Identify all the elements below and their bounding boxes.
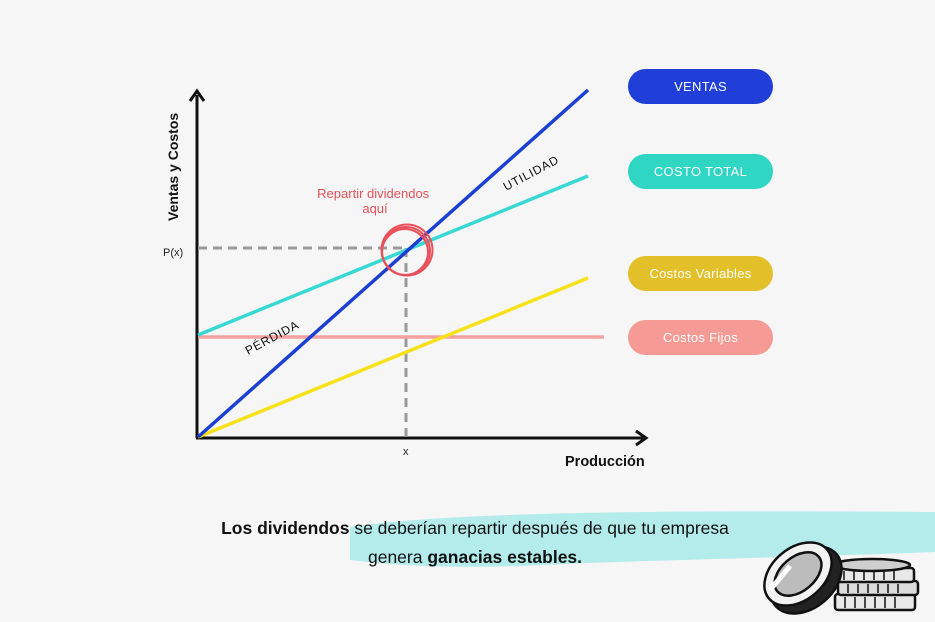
caption-middle: se deberían repartir después de que tu e… (349, 518, 729, 567)
x-axis-arrow-icon (635, 429, 649, 447)
legend-costos-variables: Costos Variables (628, 256, 773, 291)
costos-variables-line (197, 276, 589, 439)
caption-bold-ganancias: ganacias estables. (427, 547, 583, 567)
costo-total-line (197, 174, 589, 337)
p-tick-label: P(x) (163, 247, 183, 259)
y-axis-label: Ventas y Costos (165, 113, 181, 221)
y-axis-arrow-icon (188, 88, 206, 102)
x-axis-label: Producción (565, 454, 645, 470)
legend-ventas: VENTAS (628, 69, 773, 104)
caption-bold-dividendos: Los dividendos (221, 518, 350, 538)
coins-icon (763, 541, 920, 615)
legend-costo-total: COSTO TOTAL (628, 154, 773, 189)
break-even-circle (380, 223, 434, 277)
x-tick-label: x (403, 446, 409, 458)
dividend-annotation: Repartir dividendos aquí (317, 186, 433, 216)
caption-text: Los dividendos se deberían repartir desp… (175, 514, 775, 572)
legend-costos-fijos: Costos Fijos (628, 320, 773, 355)
ventas-line (196, 88, 590, 439)
